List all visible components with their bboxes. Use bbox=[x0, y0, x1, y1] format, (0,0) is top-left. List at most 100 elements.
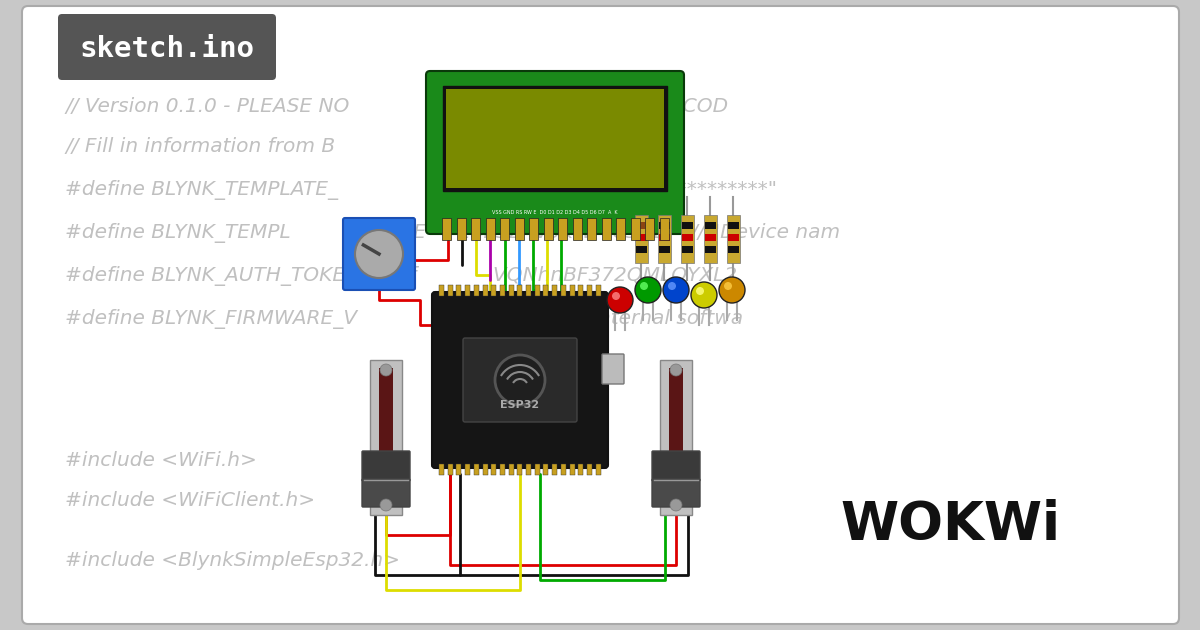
Circle shape bbox=[662, 277, 689, 303]
Circle shape bbox=[355, 230, 403, 278]
FancyBboxPatch shape bbox=[446, 89, 664, 188]
Circle shape bbox=[380, 364, 392, 376]
Circle shape bbox=[612, 292, 620, 300]
Bar bbox=[728, 246, 739, 253]
Bar bbox=[535, 464, 540, 475]
Bar bbox=[587, 464, 592, 475]
Bar bbox=[439, 285, 444, 296]
Bar bbox=[517, 464, 522, 475]
Circle shape bbox=[691, 282, 718, 308]
Bar bbox=[379, 368, 394, 498]
Bar bbox=[595, 285, 601, 296]
Bar bbox=[636, 246, 647, 253]
Bar bbox=[560, 464, 566, 475]
Circle shape bbox=[668, 282, 676, 290]
Bar bbox=[727, 215, 740, 263]
FancyBboxPatch shape bbox=[22, 6, 1178, 624]
Bar bbox=[482, 285, 487, 296]
Bar bbox=[466, 464, 470, 475]
Bar bbox=[658, 215, 671, 263]
Bar bbox=[670, 368, 683, 498]
Text: #include <WiFiClient.h>: #include <WiFiClient.h> bbox=[65, 491, 316, 510]
Bar bbox=[466, 285, 470, 296]
Circle shape bbox=[670, 499, 682, 511]
Circle shape bbox=[719, 277, 745, 303]
Bar bbox=[587, 285, 592, 296]
Circle shape bbox=[670, 364, 682, 376]
Bar bbox=[500, 285, 505, 296]
Bar bbox=[552, 464, 557, 475]
FancyBboxPatch shape bbox=[426, 71, 684, 234]
Bar bbox=[526, 464, 530, 475]
Bar bbox=[560, 285, 566, 296]
Text: sketch.ino: sketch.ino bbox=[79, 35, 254, 63]
Bar bbox=[659, 246, 670, 253]
FancyBboxPatch shape bbox=[652, 451, 700, 481]
Bar bbox=[535, 285, 540, 296]
Bar bbox=[682, 246, 694, 253]
Bar bbox=[636, 222, 647, 229]
Text: #define BLYNK_AUTH_TOKEN "fXgf            VQNhnBF372QMLQYXL2: #define BLYNK_AUTH_TOKEN "fXgf VQNhnBF37… bbox=[65, 266, 737, 286]
Bar bbox=[456, 218, 466, 240]
Circle shape bbox=[640, 282, 648, 290]
Bar bbox=[442, 218, 451, 240]
Bar bbox=[578, 464, 583, 475]
FancyBboxPatch shape bbox=[362, 451, 410, 481]
Bar bbox=[706, 234, 716, 241]
Bar bbox=[526, 285, 530, 296]
Bar bbox=[728, 222, 739, 229]
Bar bbox=[630, 218, 640, 240]
Bar bbox=[659, 222, 670, 229]
Bar bbox=[500, 218, 509, 240]
Bar bbox=[660, 360, 692, 515]
Bar bbox=[578, 285, 583, 296]
Circle shape bbox=[380, 499, 392, 511]
Bar bbox=[474, 464, 479, 475]
Bar bbox=[558, 218, 568, 240]
Bar bbox=[491, 285, 497, 296]
Bar bbox=[486, 218, 494, 240]
Bar bbox=[601, 218, 611, 240]
Bar bbox=[456, 464, 461, 475]
Bar bbox=[682, 234, 694, 241]
FancyBboxPatch shape bbox=[58, 14, 276, 80]
Bar bbox=[515, 218, 523, 240]
Bar bbox=[544, 285, 548, 296]
Bar bbox=[552, 285, 557, 296]
Bar bbox=[370, 360, 402, 515]
Circle shape bbox=[724, 282, 732, 290]
Bar bbox=[728, 234, 739, 241]
Text: // Version 0.1.0 - PLEASE NO                OGRESS, INCOMPLETE COD: // Version 0.1.0 - PLEASE NO OGRESS, INC… bbox=[65, 98, 728, 117]
Bar bbox=[659, 234, 670, 241]
Bar bbox=[470, 218, 480, 240]
Bar bbox=[570, 285, 575, 296]
Text: // Fill in information from B                    ere: // Fill in information from B ere bbox=[65, 137, 496, 156]
Circle shape bbox=[607, 287, 634, 313]
Bar bbox=[529, 218, 538, 240]
Text: #define BLYNK_TEMPLATE_                                  9a" // "TMP**********": #define BLYNK_TEMPLATE_ 9a" // "TMP*****… bbox=[65, 180, 778, 200]
FancyBboxPatch shape bbox=[443, 86, 667, 191]
Bar bbox=[456, 285, 461, 296]
FancyBboxPatch shape bbox=[652, 479, 700, 507]
Bar bbox=[706, 246, 716, 253]
Bar bbox=[706, 222, 716, 229]
Text: #include <BlynkSimpleEsp32.h>: #include <BlynkSimpleEsp32.h> bbox=[65, 551, 400, 570]
Text: #define BLYNK_TEMPL            NAME     ESP32 WoKWi test 1"   // "Device nam: #define BLYNK_TEMPL NAME ESP32 WoKWi tes… bbox=[65, 223, 840, 243]
Bar bbox=[682, 215, 694, 263]
Bar bbox=[448, 285, 452, 296]
Bar bbox=[682, 222, 694, 229]
Bar bbox=[636, 234, 647, 241]
Bar bbox=[517, 285, 522, 296]
Bar bbox=[635, 215, 648, 263]
Bar bbox=[646, 218, 654, 240]
Bar bbox=[500, 464, 505, 475]
Text: #define BLYNK_FIRMWARE_V              0" // Your own internal softwa: #define BLYNK_FIRMWARE_V 0" // Your own … bbox=[65, 309, 743, 329]
Circle shape bbox=[696, 287, 704, 295]
Text: VSS GND RS RW E  D0 D1 D2 D3 D4 D5 D6 D7  A  K: VSS GND RS RW E D0 D1 D2 D3 D4 D5 D6 D7 … bbox=[492, 210, 618, 214]
Bar bbox=[544, 464, 548, 475]
Bar bbox=[544, 218, 552, 240]
Bar bbox=[660, 218, 668, 240]
Bar bbox=[570, 464, 575, 475]
Circle shape bbox=[496, 355, 545, 405]
Bar bbox=[491, 464, 497, 475]
